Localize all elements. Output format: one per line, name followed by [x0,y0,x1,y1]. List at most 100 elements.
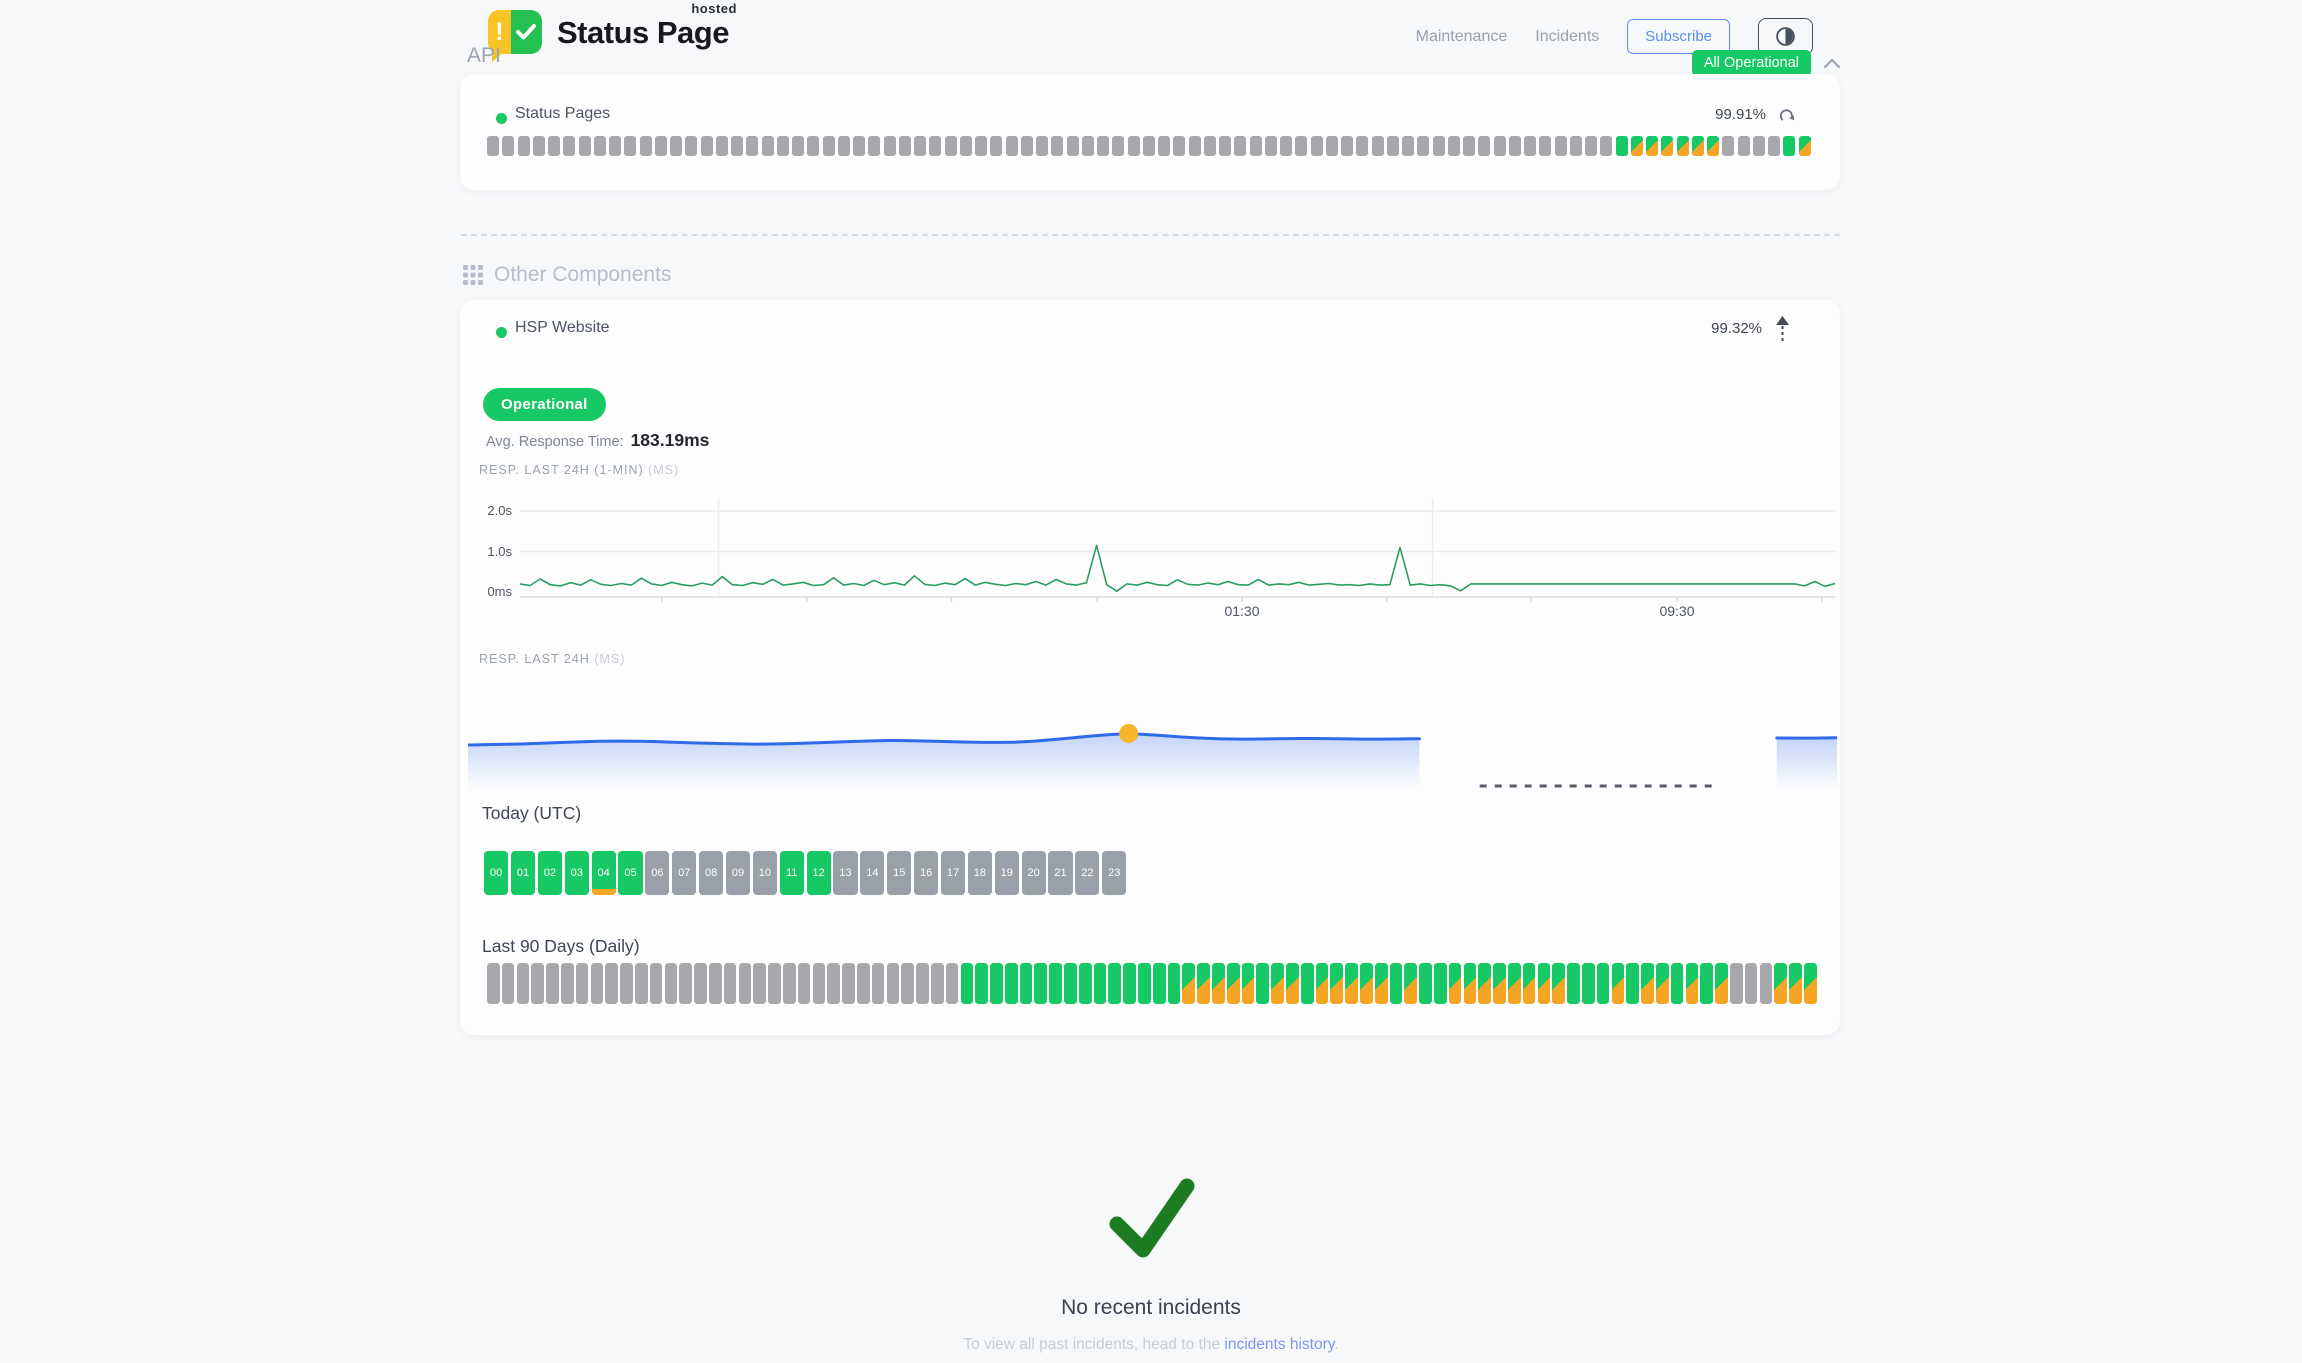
hour-cell[interactable]: 09 [725,851,751,895]
day-bar[interactable] [694,963,707,1004]
hour-cell[interactable]: 05 [618,851,643,895]
uptime-bar[interactable] [1630,136,1643,156]
uptime-bar[interactable] [1325,136,1338,156]
uptime-bar[interactable] [746,136,759,156]
day-bar[interactable] [1330,963,1344,1004]
uptime-bar[interactable] [1447,136,1460,156]
uptime-bar[interactable] [1356,136,1369,156]
day-bar[interactable] [916,963,929,1004]
day-bar[interactable] [1670,963,1684,1004]
chart-point-marker[interactable] [1119,724,1139,743]
day-bar[interactable] [930,963,944,1004]
uptime-bar[interactable] [853,136,865,156]
day-bar[interactable] [1641,963,1654,1004]
day-bar[interactable] [1078,963,1092,1004]
day-bar[interactable] [1803,963,1817,1004]
uptime-bar[interactable] [1219,136,1231,156]
day-bar[interactable] [1700,963,1714,1004]
uptime-bar[interactable] [929,136,942,156]
uptime-bar[interactable] [1280,136,1292,156]
hour-cell[interactable]: 13 [833,851,858,895]
hour-cell[interactable]: 20 [1021,851,1046,895]
uptime-bar[interactable] [1295,136,1308,156]
day-bar[interactable] [1774,963,1788,1004]
uptime-bar[interactable] [1142,136,1155,156]
day-bar[interactable] [516,963,530,1004]
hour-cell[interactable]: 18 [967,851,992,895]
day-bar[interactable] [1093,963,1107,1004]
day-bar[interactable] [1138,963,1151,1004]
uptime-bar[interactable] [670,136,682,156]
hour-cell[interactable]: 01 [510,851,536,895]
uptime-bar[interactable] [1417,136,1430,156]
uptime-bar[interactable] [1112,136,1125,156]
hour-cell[interactable]: 10 [752,851,777,895]
uptime-bar[interactable] [990,136,1003,156]
uptime-bar[interactable] [1493,136,1506,156]
day-bar[interactable] [1271,963,1284,1004]
day-bar[interactable] [1152,963,1166,1004]
hour-cell[interactable]: 21 [1048,851,1073,895]
uptime-bar[interactable] [1310,136,1323,156]
day-bar[interactable] [797,963,811,1004]
day-bar[interactable] [1019,963,1033,1004]
uptime-bar[interactable] [883,136,896,156]
uptime-bar[interactable] [975,136,987,156]
day-bar[interactable] [990,963,1003,1004]
day-bar[interactable] [560,963,574,1004]
hour-cell[interactable]: 07 [672,851,697,895]
day-bar[interactable] [753,963,767,1004]
day-bar[interactable] [1522,963,1536,1004]
day-bar[interactable] [1789,963,1802,1004]
day-bar[interactable] [782,963,796,1004]
hour-cell[interactable]: 08 [699,851,724,895]
uptime-bar[interactable] [1432,136,1445,156]
day-bar[interactable] [960,963,974,1004]
day-bar[interactable] [1611,963,1625,1004]
day-bar[interactable] [664,963,678,1004]
uptime-bar[interactable] [1051,136,1064,156]
response-time-chart-24h[interactable] [466,698,1839,793]
uptime-bar[interactable] [593,136,606,156]
uptime-bar[interactable] [624,136,637,156]
uptime-bar[interactable] [1508,136,1521,156]
uptime-bar[interactable] [1158,136,1170,156]
day-bar[interactable] [1685,963,1699,1004]
day-bar[interactable] [723,963,737,1004]
hour-cell[interactable]: 23 [1102,851,1127,895]
uptime-bar[interactable] [563,136,576,156]
uptime-bar[interactable] [1173,136,1186,156]
hour-cell[interactable]: 11 [779,851,804,895]
day-bar[interactable] [827,963,841,1004]
hour-cell[interactable]: 02 [537,851,562,895]
day-bar[interactable] [1567,963,1580,1004]
uptime-bar[interactable] [1600,136,1613,156]
uptime-bar[interactable] [898,136,911,156]
uptime-bar[interactable] [1539,136,1552,156]
hour-cell[interactable]: 22 [1075,851,1100,895]
day-bar[interactable] [1655,963,1669,1004]
uptime-bar[interactable] [1386,136,1399,156]
uptime-bar[interactable] [1234,136,1247,156]
uptime-bar[interactable] [1752,136,1765,156]
day-bar[interactable] [1004,963,1018,1004]
hour-cell[interactable]: 14 [860,851,885,895]
day-bar[interactable] [1552,963,1566,1004]
uptime-bar[interactable] [1661,136,1674,156]
day-bar[interactable] [1049,963,1062,1004]
day-bar[interactable] [1596,963,1610,1004]
uptime-bar[interactable] [1707,136,1719,156]
day-bar[interactable] [1360,963,1373,1004]
hour-cell[interactable]: 06 [645,851,670,895]
uptime-bar[interactable] [1005,136,1018,156]
uptime-bar[interactable] [1554,136,1567,156]
day-bar[interactable] [1197,963,1210,1004]
uptime-bar[interactable] [1768,136,1780,156]
uptime-bar[interactable] [1264,136,1277,156]
uptime-bar[interactable] [944,136,957,156]
day-bar[interactable] [575,963,589,1004]
day-bar[interactable] [1374,963,1388,1004]
uptime-bar[interactable] [578,136,591,156]
day-bar[interactable] [1759,963,1773,1004]
uptime-bar[interactable] [776,136,789,156]
